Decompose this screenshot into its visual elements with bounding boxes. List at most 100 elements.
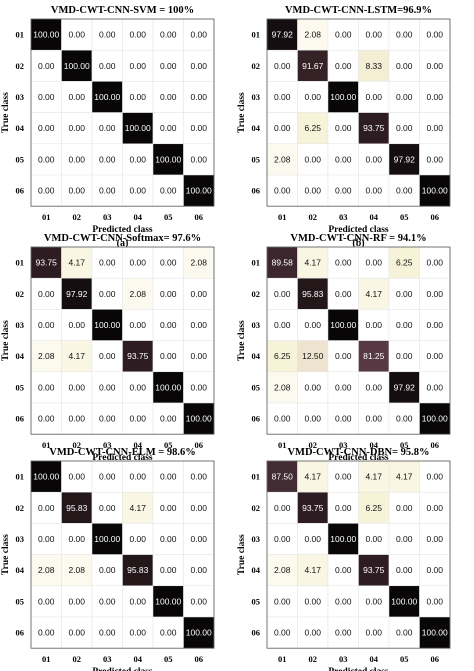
cell-value-label: 0.00 <box>190 154 207 164</box>
heatmap-cell <box>419 371 451 404</box>
cell-value-label: 0.00 <box>274 596 291 606</box>
x-tick-label: 04 <box>134 212 143 222</box>
chart-title: VMD-CWT-CNN-DBN= 95.8% <box>287 447 429 458</box>
cell-value-label: 0.00 <box>365 186 382 196</box>
heatmap-cell <box>297 523 329 555</box>
cell-value-label: 0.00 <box>396 123 413 133</box>
cell-value-label: 0.00 <box>190 565 207 575</box>
heatmap-cell <box>419 554 451 587</box>
y-tick-label: 04 <box>16 351 25 361</box>
cell-value-label: 100.00 <box>330 320 356 330</box>
x-tick-label: 01 <box>278 212 287 222</box>
confusion-matrix-panel: VMD-CWT-CNN-ELM = 98.6% 100.00 0.00 0.00 0.0… <box>1 447 215 671</box>
cell-value-label: 0.00 <box>38 289 55 299</box>
cell-value-label: 0.00 <box>129 154 146 164</box>
y-tick-label: 02 <box>252 503 261 513</box>
cell-value-label: 93.75 <box>363 123 385 133</box>
cell-value-label: 0.00 <box>426 565 443 575</box>
cell-value-label: 89.58 <box>272 258 294 268</box>
heatmap-cell <box>30 246 62 279</box>
y-tick-label: 06 <box>252 628 261 638</box>
y-tick-label: 02 <box>16 61 25 71</box>
cell-value-label: 95.83 <box>302 289 324 299</box>
heatmap-cell <box>327 491 359 524</box>
x-tick-label: 02 <box>73 654 82 664</box>
cell-value-label: 0.00 <box>38 92 55 102</box>
cell-value-label: 0.00 <box>129 320 146 330</box>
cell-value-label: 0.00 <box>396 92 413 102</box>
cell-value-label: 0.00 <box>274 320 291 330</box>
cell-value-label: 2.08 <box>38 351 55 361</box>
matrix-border <box>30 460 215 649</box>
y-tick-label: 03 <box>16 534 25 544</box>
chart-title: VMD-CWT-CNN-SVM = 100% <box>51 5 194 16</box>
cell-value-label: 0.00 <box>160 186 177 196</box>
heatmap-cell <box>297 491 329 524</box>
cell-value-label: 0.00 <box>396 503 413 513</box>
x-tick-label: 03 <box>103 212 112 222</box>
heatmap-cell <box>266 585 298 618</box>
x-tick-label: 04 <box>134 440 143 450</box>
cell-value-label: 100.00 <box>186 628 212 638</box>
heatmap-cell <box>388 81 420 113</box>
heatmap-cell <box>419 81 451 113</box>
heatmap-cell <box>327 309 359 341</box>
heatmap-cell <box>358 49 390 82</box>
y-axis-title: True class <box>1 92 11 133</box>
heatmap-cell <box>419 585 451 618</box>
y-tick-label: 03 <box>252 534 261 544</box>
cell-value-label: 0.00 <box>335 351 352 361</box>
cell-value-label: 0.00 <box>304 92 321 102</box>
x-tick-label: 03 <box>339 440 348 450</box>
x-tick-label: 04 <box>370 440 379 450</box>
cell-value-label: 0.00 <box>335 414 352 424</box>
cell-value-label: 97.92 <box>394 154 416 164</box>
confusion-matrix-panel: VMD-CWT-CNN-Softmax= 97.6% 93.75 4.17 0.00 0… <box>1 233 215 477</box>
heatmap-cell <box>419 402 451 435</box>
heatmap-cell <box>388 112 420 145</box>
heatmap-cell <box>183 585 215 618</box>
cell-value-label: 0.00 <box>68 123 85 133</box>
heatmap-cell <box>61 81 93 113</box>
cell-value-label: 0.00 <box>160 565 177 575</box>
cell-value-label: 0.00 <box>335 123 352 133</box>
cell-value-label: 0.00 <box>68 154 85 164</box>
cell-value-label: 0.00 <box>426 534 443 544</box>
cell-value-label: 4.17 <box>68 258 85 268</box>
heatmap-cell <box>358 491 390 524</box>
confusion-matrix-panel: VMD-CWT-CNN-LSTM=96.9% 97.92 2.08 0.00 0.00 0… <box>237 5 451 249</box>
cell-value-label: 100.00 <box>64 61 90 71</box>
cell-value-label: 0.00 <box>38 154 55 164</box>
cell-value-label: 0.00 <box>99 289 116 299</box>
heatmap-cell <box>183 18 215 51</box>
x-axis-title: Predicted class <box>92 453 153 463</box>
heatmap-cell <box>122 81 154 113</box>
matrix-border <box>266 18 451 207</box>
heatmap-cell <box>183 523 215 555</box>
cell-value-label: 0.00 <box>38 414 55 424</box>
heatmap-cell <box>183 309 215 341</box>
x-tick-label: 01 <box>278 654 287 664</box>
heatmap-cell <box>61 523 93 555</box>
cell-value-label: 0.00 <box>396 628 413 638</box>
y-tick-label: 06 <box>252 414 261 424</box>
x-tick-label: 05 <box>164 440 173 450</box>
y-tick-label: 01 <box>252 30 261 40</box>
heatmap-cell <box>61 18 93 51</box>
x-tick-label: 02 <box>309 440 318 450</box>
heatmap-cell <box>152 616 184 649</box>
cell-value-label: 95.83 <box>127 565 149 575</box>
heatmap-cell <box>122 340 154 373</box>
cell-value-label: 93.75 <box>36 258 58 268</box>
cell-value-label: 4.17 <box>304 472 321 482</box>
x-tick-label: 02 <box>73 212 82 222</box>
heatmap-cell <box>388 491 420 524</box>
cell-value-label: 0.00 <box>396 565 413 575</box>
cell-value-label: 0.00 <box>99 186 116 196</box>
matrix-border <box>30 18 215 207</box>
cell-value-label: 0.00 <box>99 258 116 268</box>
y-tick-label: 04 <box>16 565 25 575</box>
heatmap-cell <box>358 554 390 587</box>
heatmap-cell <box>327 81 359 113</box>
